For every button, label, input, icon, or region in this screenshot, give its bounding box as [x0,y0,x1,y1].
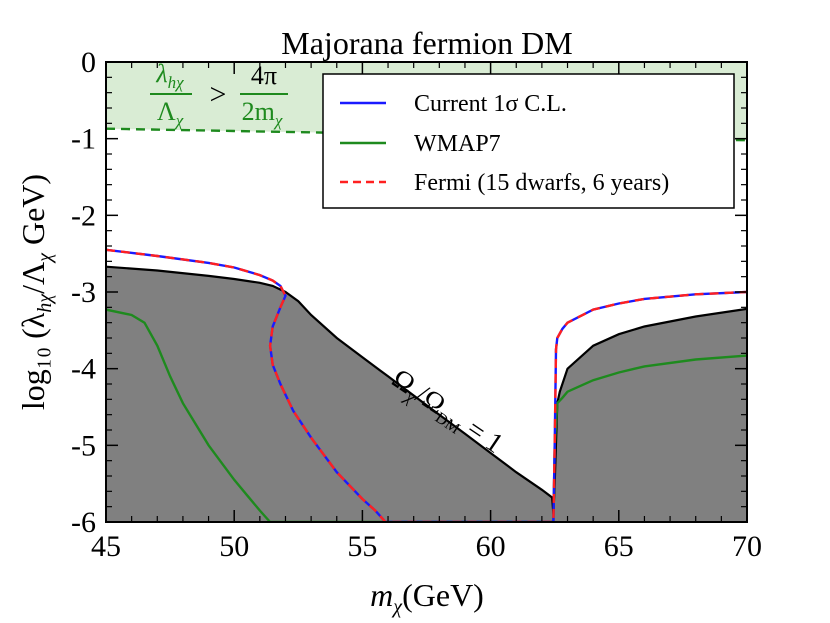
y-axis-label-mid: /Λ [15,262,51,294]
unitarity-rhs-numerator: 4π [251,61,277,90]
y-tick-label: -3 [71,276,96,309]
unitarity-lhs-numerator: λhχ [155,59,184,92]
y-tick-label: 0 [81,46,96,79]
x-tick-label: 70 [732,530,762,563]
unitarity-annotation: λhχ Λχ > 4π 2mχ [150,59,288,130]
series-relic-density [106,265,747,515]
y-tick-label: -2 [71,199,96,232]
x-tick-label: 60 [476,530,506,563]
axis-tick-labels: 45 50 55 60 65 70 0 -1 -2 -3 -4 -5 -6 [71,46,762,563]
x-axis-label-sub: χ [391,596,403,618]
y-tick-label: -5 [71,429,96,462]
unitarity-operator: > [210,78,227,111]
x-axis-label-unit: (GeV) [402,577,484,613]
x-axis-label-var: m [370,577,393,613]
x-tick-label: 50 [219,530,249,563]
y-axis-label: log₁₀ (λhχ/Λχ GeV) [15,174,56,410]
legend: Current 1σ C.L. WMAP7 Fermi (15 dwarfs, … [322,73,735,209]
y-tick-label: -1 [71,123,96,156]
legend-label-fermi: Fermi (15 dwarfs, 6 years) [414,170,669,196]
series-wmap7 [106,308,747,522]
excluded-region [106,266,747,522]
y-axis-label-unit: GeV) [15,174,51,253]
x-axis-label: mχ(GeV) [370,577,484,618]
legend-label-wmap7: WMAP7 [414,131,501,157]
chart-title: Majorana fermion DM [281,25,572,61]
series-fermi-dwarfs [106,248,747,522]
x-tick-label: 45 [91,530,121,563]
unitarity-rhs-denominator: 2mχ [242,97,283,130]
axis-ticks [105,61,748,523]
y-axis-label-main: log₁₀ (λ [15,312,51,410]
legend-label-current: Current 1σ C.L. [414,91,567,117]
x-tick-label: 65 [604,530,634,563]
y-tick-label: -6 [71,506,96,539]
y-axis-label-sub2: χ [34,252,56,264]
y-axis-label-sub1: hχ [34,293,56,313]
legend-box [322,73,735,209]
x-tick-label: 55 [347,530,377,563]
y-tick-label: -4 [71,353,96,386]
unitarity-lhs-denominator: Λχ [157,97,184,130]
